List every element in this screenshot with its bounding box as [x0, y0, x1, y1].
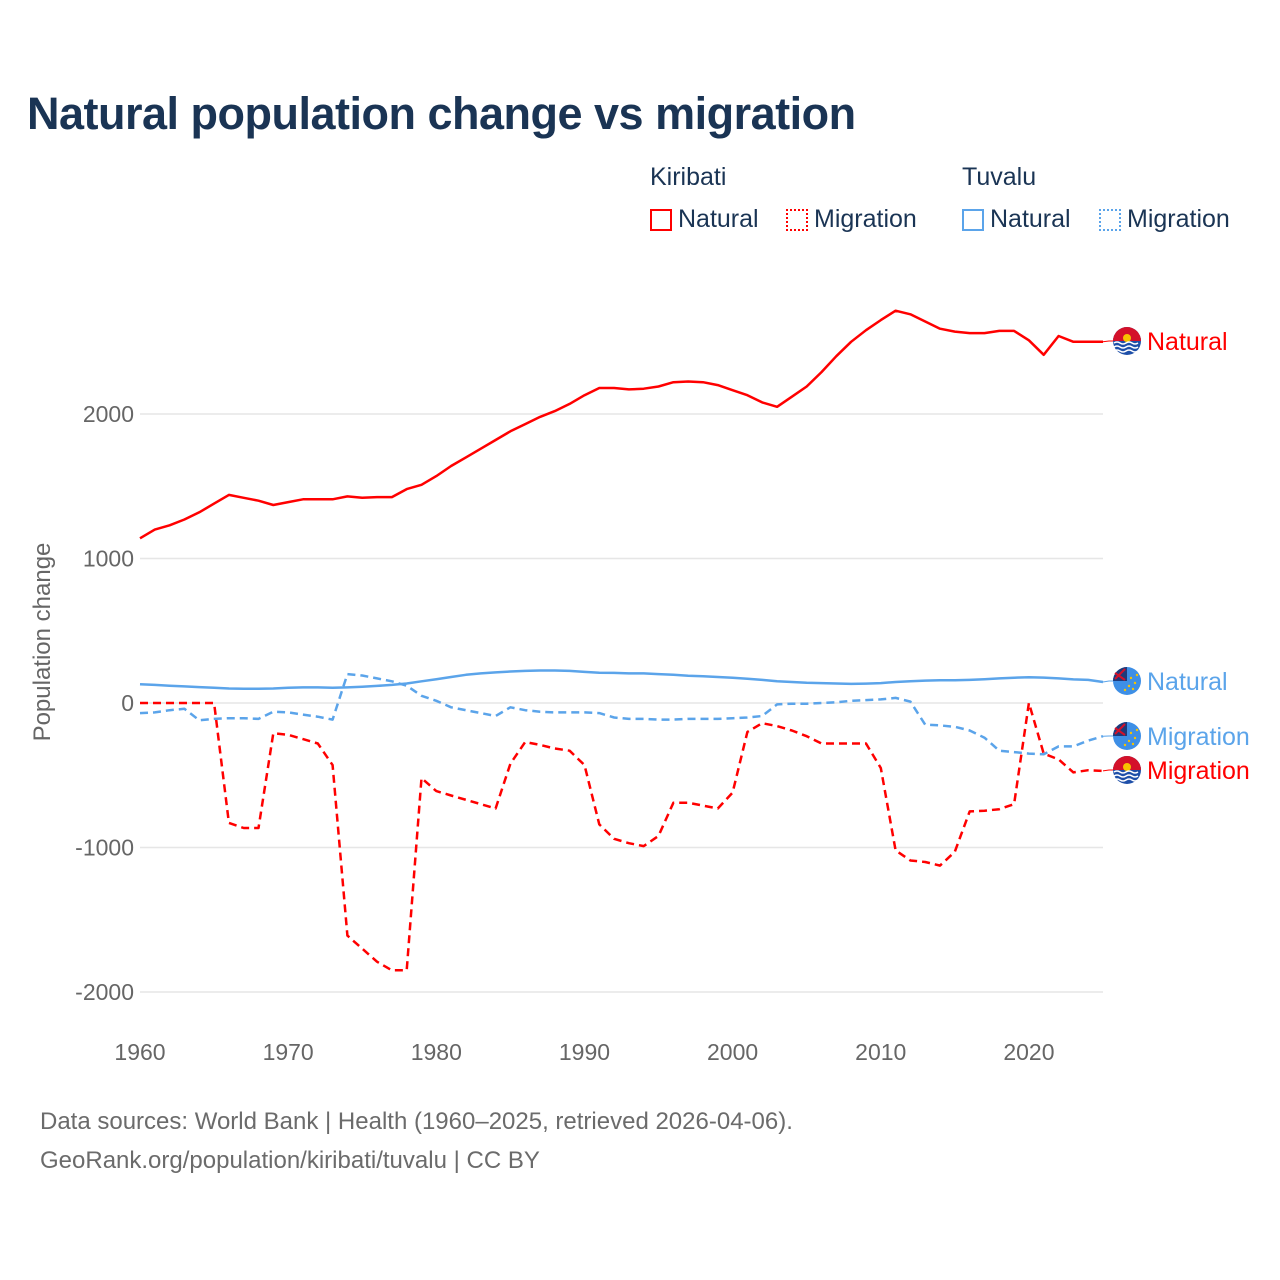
kiribati-flag-icon [1113, 756, 1141, 784]
kiribati-flag-icon [1113, 327, 1141, 355]
legend-item-kiribati-natural[interactable]: Natural [650, 205, 759, 234]
y-tick-label: 2000 [83, 401, 134, 427]
series-line-tuvalu-natural [139, 669, 1104, 691]
legend-item-kiribati-migration[interactable]: Migration [786, 205, 917, 234]
y-tick-label: 0 [121, 690, 134, 716]
legend-item-tuvalu-migration[interactable]: Migration [1099, 205, 1230, 234]
x-tick-label: 2010 [855, 1039, 906, 1065]
legend-swatch-dotted [786, 208, 808, 231]
y-tick-label: -1000 [75, 835, 134, 861]
series-end-label: Migration [1147, 723, 1250, 751]
legend-label: Migration [1127, 205, 1230, 233]
legend-label: Natural [990, 205, 1071, 233]
series-end-label: Migration [1147, 757, 1250, 785]
x-tick-label: 1970 [263, 1039, 314, 1065]
x-tick-label: 2000 [707, 1039, 758, 1065]
footer-credit: GeoRank.org/population/kiribati/tuvalu |… [40, 1147, 540, 1174]
tuvalu-flag-icon [1113, 667, 1141, 695]
end-connector [1102, 769, 1113, 772]
x-tick-label: 1960 [114, 1039, 165, 1065]
series-line-tuvalu-migration [139, 672, 1104, 756]
y-tick-label: -2000 [75, 979, 134, 1005]
legend-group-tuvalu: Tuvalu [962, 163, 1037, 191]
legend-label: Natural [678, 205, 759, 233]
series-line-kiribati-natural [139, 309, 1103, 540]
series-end-label: Natural [1147, 328, 1228, 356]
y-tick-label: 1000 [83, 546, 134, 572]
legend-swatch-solid [650, 208, 672, 231]
x-tick-label: 1980 [411, 1039, 462, 1065]
tuvalu-flag-icon [1113, 722, 1141, 750]
y-axis-label: Population change [29, 543, 56, 742]
footer-source: Data sources: World Bank | Health (1960–… [40, 1108, 793, 1135]
end-connector [1102, 680, 1113, 683]
legend-label: Migration [814, 205, 917, 233]
series-end-label: Natural [1147, 668, 1228, 696]
x-tick-label: 1990 [559, 1039, 610, 1065]
end-connector [1102, 340, 1113, 343]
legend-group-kiribati: Kiribati [650, 163, 727, 191]
legend-item-tuvalu-natural[interactable]: Natural [962, 205, 1071, 234]
legend-swatch-solid [962, 208, 984, 231]
x-tick-label: 2020 [1003, 1039, 1054, 1065]
series-line-kiribati-migration [140, 701, 1104, 972]
legend-swatch-dotted [1099, 208, 1121, 231]
chart-title: Natural population change vs migration [27, 88, 856, 139]
